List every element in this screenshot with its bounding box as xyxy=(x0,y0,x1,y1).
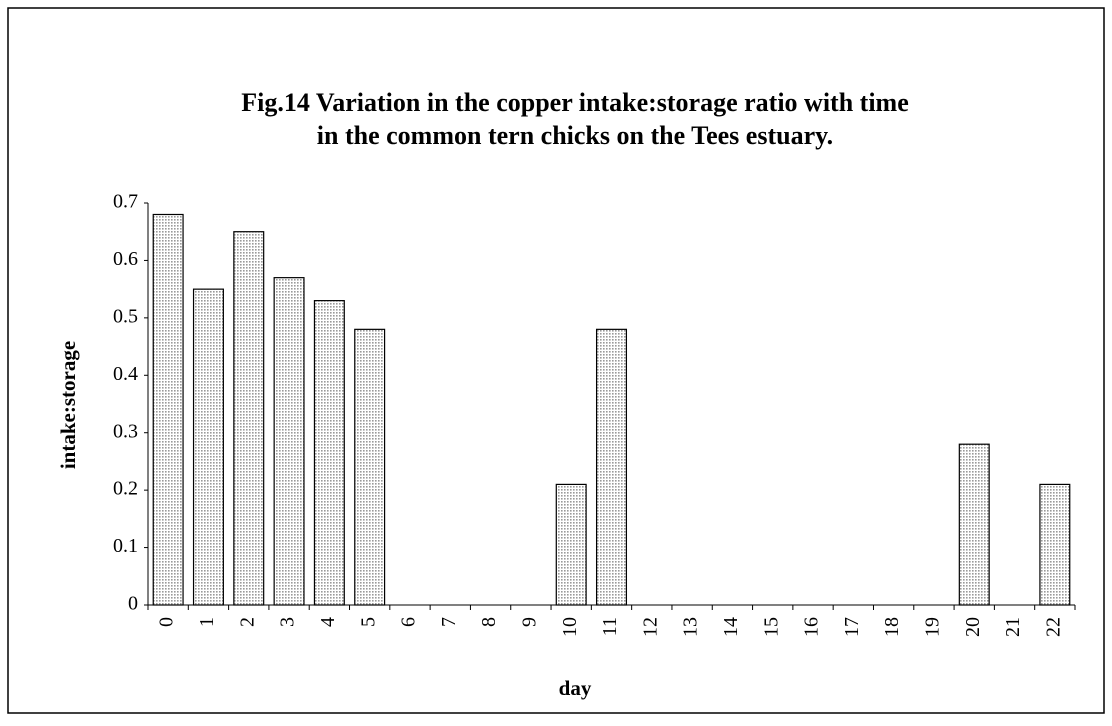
x-tick-label: 19 xyxy=(922,617,944,637)
bar xyxy=(958,443,990,606)
frame xyxy=(7,7,1105,714)
x-tick-label: 21 xyxy=(1002,617,1024,637)
y-tick-label: 0.5 xyxy=(113,305,138,327)
x-tick-label: 22 xyxy=(1042,617,1064,637)
chart-title: in the common tern chicks on the Tees es… xyxy=(317,121,833,150)
chart-title: Fig.14 Variation in the copper intake:st… xyxy=(241,88,909,117)
bar xyxy=(313,300,345,606)
x-tick-label: 12 xyxy=(639,617,661,637)
bar xyxy=(233,231,265,606)
y-tick-label: 0.7 xyxy=(113,191,138,213)
x-tick-label: 15 xyxy=(760,617,782,637)
bar xyxy=(152,213,184,606)
bar xyxy=(555,483,587,606)
y-tick-label: 0.6 xyxy=(113,248,138,270)
x-tick-label: 6 xyxy=(398,617,420,627)
x-tick-label: 17 xyxy=(841,617,863,637)
bar xyxy=(1039,483,1071,606)
x-tick-label: 4 xyxy=(317,617,339,627)
y-tick-label: 0 xyxy=(128,593,138,615)
x-tick-label: 1 xyxy=(196,617,218,627)
x-tick-label: 18 xyxy=(881,617,903,637)
x-tick-label: 8 xyxy=(478,617,500,627)
bar xyxy=(273,277,305,606)
x-tick-label: 2 xyxy=(236,617,258,627)
x-tick-label: 16 xyxy=(801,617,823,637)
x-tick-label: 20 xyxy=(962,617,984,637)
y-tick-label: 0.2 xyxy=(113,478,138,500)
x-tick-label: 7 xyxy=(438,617,460,627)
bar xyxy=(354,328,386,606)
x-tick-label: 11 xyxy=(599,617,621,636)
bar xyxy=(192,288,224,606)
x-tick-label: 5 xyxy=(357,617,379,627)
y-tick-label: 0.4 xyxy=(113,363,138,385)
y-tick-label: 0.1 xyxy=(113,535,138,557)
x-tick-label: 14 xyxy=(720,617,742,637)
y-axis-label: intake:storage xyxy=(56,341,80,469)
y-tick-label: 0.3 xyxy=(113,420,138,442)
x-tick-label: 0 xyxy=(156,617,178,627)
x-tick-label: 3 xyxy=(277,617,299,627)
x-tick-label: 9 xyxy=(518,617,540,627)
x-tick-label: 10 xyxy=(559,617,581,637)
x-axis-label: day xyxy=(559,676,592,700)
x-tick-label: 13 xyxy=(680,617,702,637)
bar xyxy=(595,328,628,606)
